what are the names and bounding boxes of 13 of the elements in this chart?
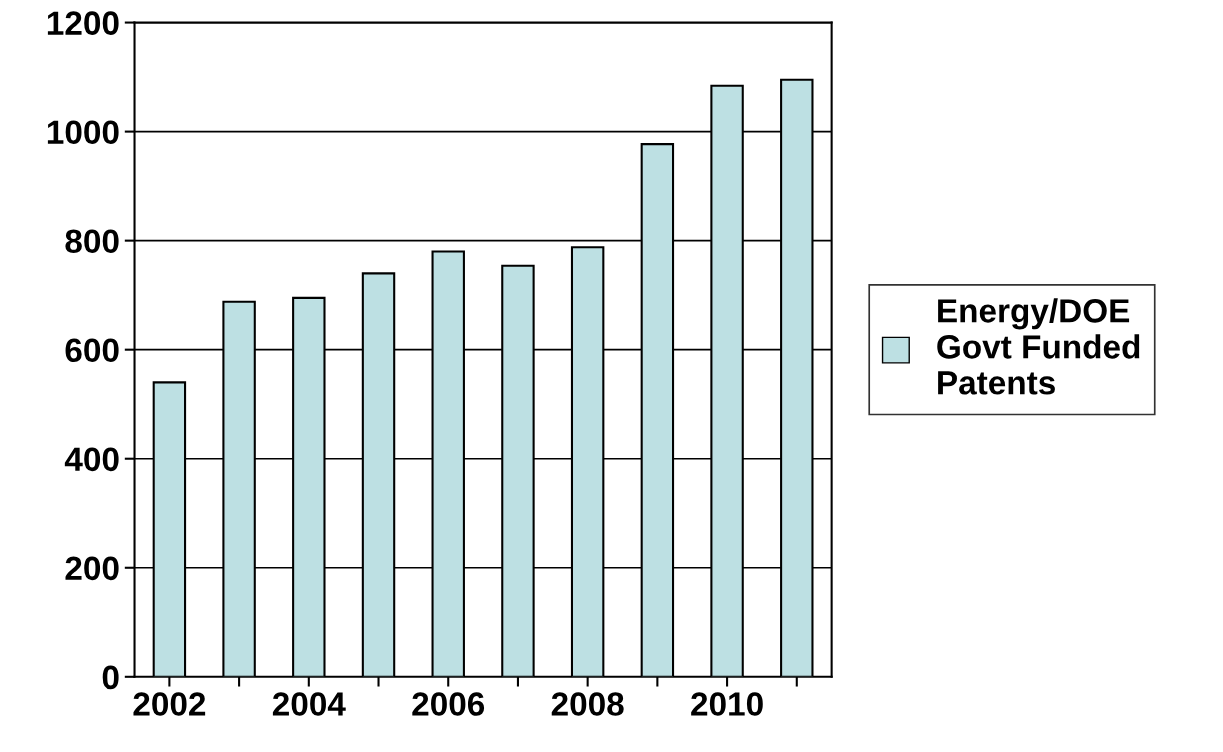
y-tick-label: 800 xyxy=(65,229,119,254)
x-tick-label: 2002 xyxy=(133,692,206,716)
x-tick-label: 2008 xyxy=(551,692,624,716)
x-tick-label: 2010 xyxy=(691,692,763,716)
legend-label: Energy/DOE Govt Funded Patents xyxy=(937,298,1140,395)
x-tick-label: 2004 xyxy=(272,692,346,716)
y-tick-label: 200 xyxy=(65,556,119,581)
y-tick-label: 0 xyxy=(102,665,119,690)
y-tick-label: 400 xyxy=(64,447,119,472)
x-tick-label: 2006 xyxy=(412,692,485,716)
y-tick-label: 600 xyxy=(65,338,119,363)
y-tick-label: 1200 xyxy=(47,11,119,35)
y-tick-label: 1000 xyxy=(47,120,119,145)
